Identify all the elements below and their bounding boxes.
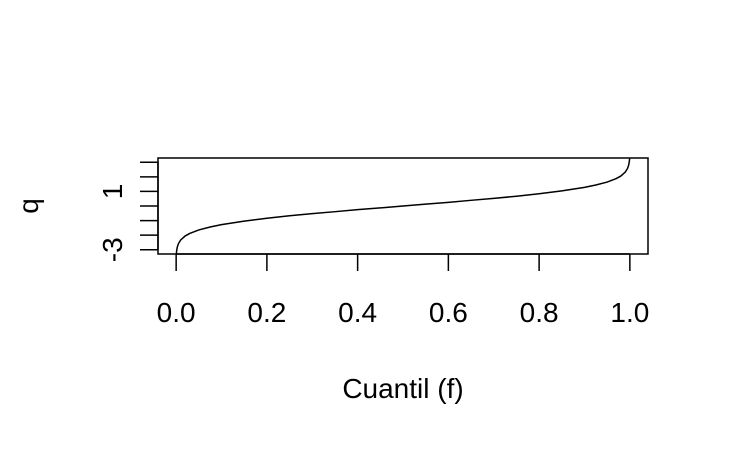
x-tick-label: 0.0 bbox=[157, 297, 196, 328]
y-axis-title: q bbox=[13, 198, 44, 214]
x-tick-label: 0.4 bbox=[338, 297, 377, 328]
series-layer bbox=[175, 157, 631, 255]
x-axis-title: Cuantil (f) bbox=[342, 373, 463, 404]
x-tick-label: 0.2 bbox=[247, 297, 286, 328]
x-axis: 0.0 0.2 0.4 0.6 0.8 1.0 bbox=[157, 253, 649, 328]
y-axis: -3 1 bbox=[97, 161, 159, 262]
y-tick-label: -3 bbox=[97, 237, 128, 262]
series-line bbox=[175, 157, 631, 255]
x-tick-label: 0.6 bbox=[429, 297, 468, 328]
y-tick-label: 1 bbox=[97, 184, 128, 200]
x-tick-label: 1.0 bbox=[610, 297, 649, 328]
x-tick-label: 0.8 bbox=[520, 297, 559, 328]
